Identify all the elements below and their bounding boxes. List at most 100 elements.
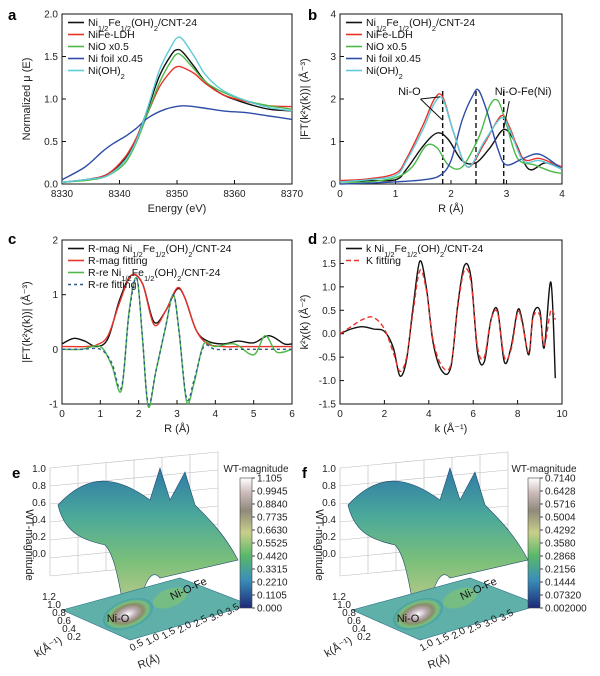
k-tick-label: 0.6 [57,616,71,627]
x-tick-label: 4 [213,409,219,420]
y-tick-label: 2 [330,95,336,106]
k-tick-label: 1.0 [47,600,61,611]
z-tick-label: 0.6 [322,498,336,509]
y-axis-label: |FT(k²χ(k))| (Å⁻³) [298,58,311,139]
wt-floor [351,577,541,641]
x-axis-label: R (Å) [438,202,464,215]
z-tick-label: 0.6 [32,498,46,509]
legend-label: NiFe-LDH [88,29,135,41]
colorbar-tick-label: 1.105 [257,474,282,485]
y-tick-label: 1 [330,137,336,148]
x-tick-label: 4 [559,189,565,200]
k-tick-label: 0.6 [347,616,361,627]
y-tick-label: 2 [52,236,58,247]
legend-label: Ni1/2Fe1/2(OH)2/CNT-24 [366,17,475,33]
y-tick-label: 0 [52,345,58,356]
r-axis-label: R(Å) [136,652,162,672]
wt-hotspot [442,587,478,609]
colorbar-tick-label: 0.5004 [545,513,576,524]
annotation-arrow [420,98,444,121]
k-tick-label: 1.2 [42,592,56,603]
legend-label: Ni(OH)2 [366,65,403,81]
annotation-arrow [503,101,510,129]
colorbar-tick-label: 0.9945 [257,487,288,498]
y-tick-label: 0.5 [44,137,58,148]
annotation: Ni-O [107,613,130,625]
colorbar-tick-label: 0.2210 [257,578,288,589]
x-tick-label: 2 [448,189,454,200]
x-axis-label: Energy (eV) [148,203,207,215]
y-tick-label: 1 [52,290,58,301]
annotation: Ni-O [398,86,421,98]
panel-label-d: d [308,231,317,248]
y-tick-label: 1.0 [44,95,58,106]
k-tick-label: 1.2 [332,592,346,603]
legend-label: Ni foil x0.45 [88,53,143,65]
k-axis-label: k(Å⁻¹) [322,634,354,660]
y-tick-label: -1.0 [319,376,337,387]
series-line [339,88,563,185]
y-tick-label: 1.5 [44,52,58,63]
legend-label: NiO x0.5 [88,41,129,53]
x-tick-label: 0 [59,409,65,420]
x-tick-label: 0 [337,189,343,200]
y-tick-label: 2.0 [44,10,58,21]
wt-surface [347,466,529,626]
k-tick-label: 0.8 [52,608,66,619]
z-axis-label: WT-magnitude [313,509,325,581]
y-tick-label: 0.0 [322,329,336,340]
x-tick-label: 5 [251,409,257,420]
y-axis-label: |FT(k²χ(k))| (Å⁻³) [20,281,33,362]
x-tick-label: 1 [393,189,399,200]
x-tick-label: 8340 [108,189,131,200]
legend-label: R-re Ni1/2Fe1/2(OH)2/CNT-24 [88,267,221,283]
colorbar-tick-label: 0.7140 [545,474,576,485]
wt-surface [57,466,239,626]
k-tick-label: 0.2 [67,632,81,643]
y-tick-label: 1.5 [322,259,336,270]
legend-label: NiFe-LDH [366,29,413,41]
panel-b: b 0 1 2 3 4 0 1 2 3 4 R (Å) |FT(k²χ(k))| (Å⁻³) Ni1/2F… [298,7,565,215]
z-axis-label: WT-magnitude [23,509,35,581]
x-axis-label: k (Å⁻¹) [435,422,468,435]
legend-label: R-mag Ni1/2Fe1/2(OH)2/CNT-24 [88,243,232,259]
z-tick-label: 0.2 [32,532,46,543]
x-tick-label: 3 [504,189,510,200]
z-tick-label: 0.4 [322,515,336,526]
y-tick-label: 4 [330,10,336,21]
k-tick-label: 0.4 [352,624,366,635]
x-tick-label: 8370 [281,189,304,200]
x-tick-label: 8 [515,409,521,420]
colorbar-tick-label: 0.5716 [545,500,576,511]
k-tick-label: 0.2 [357,632,371,643]
z-tick-label: 0.2 [322,532,336,543]
colorbar-tick-label: 0.1105 [257,591,287,602]
panel-label-c: c [8,231,16,248]
wt-hotspot [103,598,153,630]
z-tick-label: 0.0 [322,549,336,560]
colorbar [527,477,541,609]
series-line [61,65,293,183]
colorbar-title: WT-magnitude [223,464,288,475]
z-tick-label: 0.8 [322,481,336,492]
colorbar-tick-label: 0.000 [257,604,282,615]
legend-label: Ni foil x0.45 [366,53,421,65]
z-tick-label: 1.0 [322,464,336,475]
wt-hotspot [393,598,443,630]
series-line [61,105,293,181]
legend-label: NiO x0.5 [366,41,407,53]
series-line [339,96,563,183]
x-tick-label: 0 [337,409,343,420]
colorbar-tick-label: 0.3580 [545,539,576,550]
z-tick-label: 1.0 [32,464,46,475]
panel-label-e: e [12,465,20,482]
x-tick-label: 4 [426,409,432,420]
y-tick-label: -1 [49,400,58,411]
colorbar-tick-label: 0.8840 [257,500,288,511]
colorbar-tick-label: 0.2868 [545,552,576,563]
series-line [61,36,293,183]
annotation-arrow [420,96,440,100]
z-tick-label: 0.4 [32,515,46,526]
y-tick-label: 0.0 [44,180,58,191]
y-tick-label: 0 [330,180,336,191]
